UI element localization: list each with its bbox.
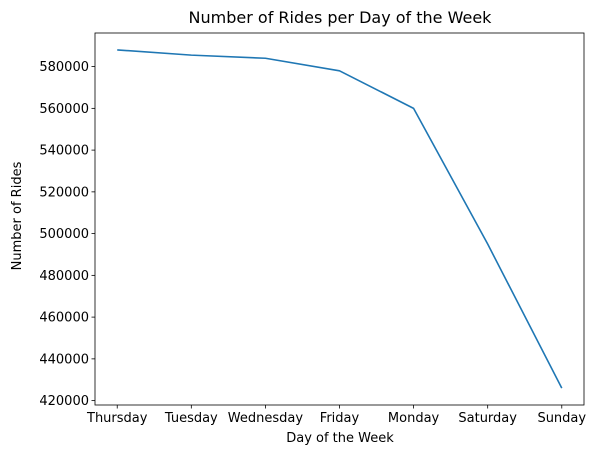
plot-area: 420000 440000 460000 480000 500000 520000 5400… <box>39 32 586 426</box>
y-tick-label: 480000 <box>39 269 89 284</box>
y-tick-label: 580000 <box>39 60 89 75</box>
x-tick-label: Sunday <box>537 411 586 426</box>
x-tick-label: Monday <box>388 411 440 426</box>
x-tick-label: Wednesday <box>228 411 304 426</box>
y-axis-label: Number of Rides <box>10 161 25 270</box>
y-tick-label: 460000 <box>39 311 89 326</box>
series-line <box>117 49 563 389</box>
x-tick-label: Friday <box>320 411 360 426</box>
y-tick-label: 440000 <box>39 352 89 367</box>
x-tick-label: Tuesday <box>164 411 218 426</box>
plot-frame <box>94 32 585 406</box>
y-tick-label: 520000 <box>39 185 89 200</box>
x-tick-label: Saturday <box>458 411 517 426</box>
chart-title: Number of Rides per Day of the Week <box>189 8 493 27</box>
y-tick-label: 500000 <box>39 227 89 242</box>
x-tick-label: Thursday <box>86 411 148 426</box>
x-axis-label: Day of the Week <box>286 431 394 446</box>
y-tick-label: 560000 <box>39 102 89 117</box>
y-tick-label: 420000 <box>39 394 89 409</box>
y-tick-label: 540000 <box>39 144 89 159</box>
